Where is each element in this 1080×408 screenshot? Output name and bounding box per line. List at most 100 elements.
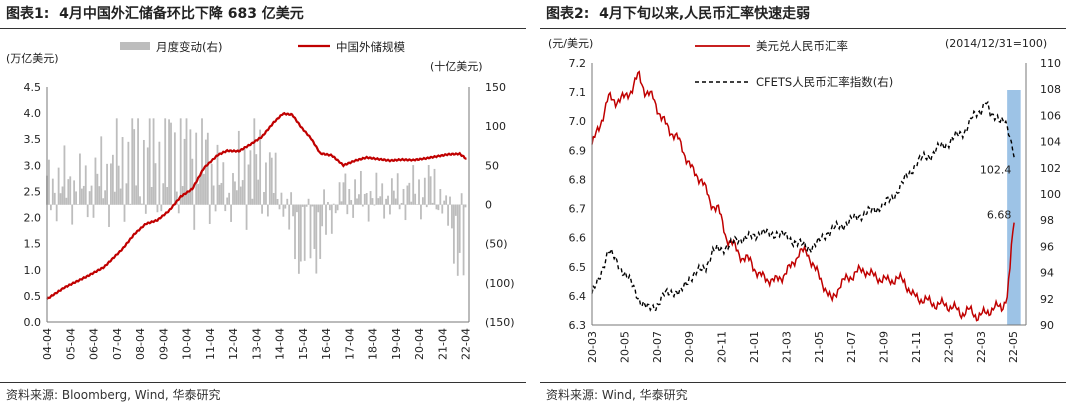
monthly-change-bar xyxy=(131,118,134,205)
x-tick: 05-04 xyxy=(64,328,77,360)
y-right-tick: 110 xyxy=(1040,57,1061,70)
monthly-change-bar xyxy=(354,179,356,205)
monthly-change-bar xyxy=(377,198,380,205)
monthly-change-bar xyxy=(280,192,283,205)
monthly-change-bar xyxy=(110,163,112,205)
monthly-change-bar xyxy=(290,192,293,205)
monthly-change-bar xyxy=(348,188,351,205)
x-tick: 10-04 xyxy=(181,328,194,360)
monthly-change-bar xyxy=(332,203,335,205)
monthly-change-bar xyxy=(305,204,308,207)
y-right-unit: (十亿美元) xyxy=(430,59,483,73)
monthly-change-bar xyxy=(342,182,345,205)
y-left-unit: (万亿美元) xyxy=(6,52,59,65)
x-tick: 21-04 xyxy=(436,328,449,360)
monthly-change-bar xyxy=(185,118,188,205)
x-tick: 09-04 xyxy=(157,328,170,360)
y-right-tick: 104 xyxy=(1040,136,1061,149)
monthly-change-bar xyxy=(272,192,275,205)
monthly-change-bar xyxy=(170,122,172,205)
monthly-change-bar xyxy=(199,174,201,205)
chart-title-text: 4月下旬以来,人民币汇率快速走弱 xyxy=(599,6,811,22)
monthly-change-bar xyxy=(67,179,70,205)
chart-title-text: 4月中国外汇储备环比下降 683 亿美元 xyxy=(59,6,304,22)
monthly-change-bar xyxy=(350,200,353,205)
monthly-change-bar xyxy=(268,152,271,205)
monthly-change-bar xyxy=(327,202,329,205)
x-tick: 21-09 xyxy=(878,331,891,363)
monthly-change-bar xyxy=(222,162,225,205)
monthly-change-bar xyxy=(421,197,424,205)
cfets-index-line xyxy=(591,100,1015,312)
source-divider xyxy=(540,382,1066,383)
monthly-change-bar xyxy=(435,204,438,210)
x-tick: 21-11 xyxy=(910,331,923,363)
x-tick: 22-03 xyxy=(975,331,988,363)
monthly-change-bar xyxy=(389,204,391,215)
monthly-change-bar xyxy=(418,179,420,205)
monthly-change-bar xyxy=(255,154,258,205)
monthly-change-bar xyxy=(385,198,387,205)
y-left-tick: 3.5 xyxy=(24,133,42,146)
monthly-change-bar xyxy=(313,204,316,249)
monthly-change-bar xyxy=(239,186,242,205)
monthly-change-bar xyxy=(51,178,54,205)
monthly-change-bar xyxy=(65,197,68,205)
monthly-change-bar xyxy=(162,183,165,205)
y-left-tick: 1.0 xyxy=(24,264,42,277)
monthly-change-bar xyxy=(383,204,386,219)
monthly-change-bar xyxy=(187,191,190,205)
monthly-change-bar xyxy=(146,147,149,205)
monthly-change-bar xyxy=(195,132,198,205)
monthly-change-bar xyxy=(371,198,374,205)
x-tick: 20-05 xyxy=(618,331,631,363)
y-right-tick: (100) xyxy=(485,277,515,290)
monthly-change-bar xyxy=(423,177,426,205)
y-right-tick: 106 xyxy=(1040,109,1061,122)
x-tick: 12-04 xyxy=(227,328,240,360)
monthly-change-bar xyxy=(119,188,122,205)
monthly-change-bar xyxy=(216,144,219,205)
monthly-change-bar xyxy=(373,204,376,206)
monthly-change-bar xyxy=(447,204,449,226)
monthly-change-bar xyxy=(282,204,285,217)
monthly-change-bar xyxy=(321,204,324,227)
monthly-change-bar xyxy=(80,188,83,205)
monthly-change-bar xyxy=(49,204,52,211)
monthly-change-bar xyxy=(367,204,370,222)
monthly-change-bar xyxy=(177,204,180,214)
monthly-change-bar xyxy=(429,176,432,205)
monthly-change-bar xyxy=(75,191,77,205)
monthly-change-bar xyxy=(464,204,467,208)
usdcny-end-label: 6.68 xyxy=(987,208,1012,221)
monthly-change-bar xyxy=(379,196,382,205)
monthly-change-bar xyxy=(398,204,401,210)
monthly-change-bar xyxy=(303,204,306,261)
y-left-tick: 4.0 xyxy=(24,107,42,120)
monthly-change-bar xyxy=(288,204,291,230)
monthly-change-bar xyxy=(123,204,126,222)
monthly-change-bar xyxy=(352,204,355,218)
monthly-change-bar xyxy=(402,188,405,205)
x-tick: 20-04 xyxy=(413,328,426,360)
monthly-change-bar xyxy=(416,204,418,205)
monthly-change-bar xyxy=(404,204,407,221)
monthly-change-bar xyxy=(441,204,444,214)
x-tick: 19-04 xyxy=(390,328,403,360)
monthly-change-bars xyxy=(46,118,467,276)
monthly-change-bar xyxy=(226,197,229,205)
monthly-change-bar xyxy=(358,194,360,205)
legend-swatch-bars xyxy=(120,42,150,50)
x-tick: 20-11 xyxy=(716,331,729,363)
monthly-change-bar xyxy=(137,118,139,205)
monthly-change-bar xyxy=(338,182,341,205)
monthly-change-bar xyxy=(154,163,157,205)
monthly-change-bar xyxy=(113,191,116,205)
monthly-change-bar xyxy=(323,189,325,205)
monthly-change-bar xyxy=(121,137,124,205)
monthly-change-bar xyxy=(284,204,287,209)
monthly-change-bar xyxy=(294,204,296,260)
y-right-tick: 100 xyxy=(1040,188,1061,201)
x-tick: 20-03 xyxy=(586,331,599,363)
monthly-change-bar xyxy=(69,176,72,205)
